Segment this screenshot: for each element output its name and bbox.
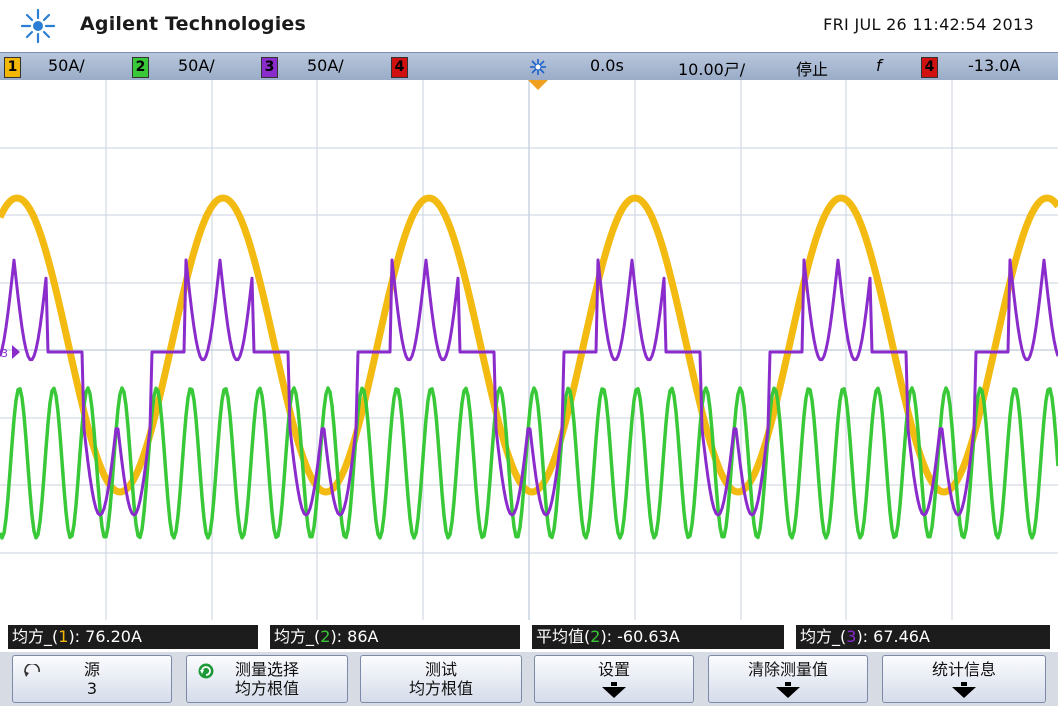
channel-3-trace	[0, 258, 1058, 517]
measurement-channel: 3	[846, 627, 857, 646]
softkey-select-label: 测量选择	[234, 660, 299, 679]
softkey-clear-label: 清除测量值	[747, 660, 828, 679]
softkey-settings-label: 设置	[597, 660, 630, 679]
softkey-settings[interactable]: 设置	[534, 655, 694, 703]
date-time: FRI JUL 26 11:42:54 2013	[823, 15, 1034, 34]
softkey-test-value: 均方根值	[408, 679, 473, 698]
channel-1-trace	[0, 194, 1058, 496]
channel-3-badge[interactable]: 3	[261, 57, 278, 78]
softkey-statistics-label: 统计信息	[931, 660, 996, 679]
channel-4-badge[interactable]: 4	[391, 57, 408, 78]
measurement-label: 平均值(	[536, 627, 591, 646]
channel-2-scale[interactable]: 50A/	[178, 56, 215, 75]
measurement-value: ): 86A	[330, 627, 379, 646]
trigger-source-badge[interactable]: 4	[921, 57, 938, 78]
channel-2-badge[interactable]: 2	[132, 57, 149, 78]
trigger-position-icon	[530, 59, 546, 75]
agilent-spark-logo-icon	[20, 8, 56, 44]
measurement-label: 均方_(	[800, 627, 847, 646]
submenu-arrow-icon	[952, 687, 976, 698]
waveform-display[interactable]: 3	[0, 80, 1058, 620]
softkey-select-measurement[interactable]: 测量选择 均方根值	[186, 655, 348, 703]
submenu-arrow-icon	[961, 682, 967, 686]
measurement-rms-ch1[interactable]: 均方_(1): 76.20A	[8, 625, 258, 649]
run-state[interactable]: 停止	[796, 60, 829, 79]
channel-3-ground-marker: 3	[1, 345, 20, 360]
rotate-knob-icon	[24, 664, 40, 677]
softkey-source-value: 3	[86, 679, 98, 698]
softkey-source[interactable]: 源 3	[12, 655, 172, 703]
submenu-arrow-icon	[785, 682, 791, 686]
measurement-value: ): 76.20A	[68, 627, 142, 646]
channel-1-scale[interactable]: 50A/	[48, 56, 85, 75]
status-bar: 1 50A/ 2 50A/ 3 50A/ 4 0.0s 10.00ㄕ/ 停止 f…	[0, 52, 1058, 81]
trigger-position-marker-icon	[528, 80, 548, 90]
brand-name: Agilent Technologies	[80, 13, 307, 35]
submenu-arrow-icon	[602, 687, 626, 698]
svg-text:3: 3	[1, 347, 8, 360]
channel-2-trace	[0, 386, 1058, 540]
measurement-value: ): -60.63A	[600, 627, 680, 646]
submenu-arrow-icon	[776, 687, 800, 698]
measurement-label: 均方_(	[274, 627, 321, 646]
measurement-channel: 1	[58, 627, 69, 646]
trigger-level[interactable]: -13.0A	[968, 56, 1021, 75]
trigger-slope-icon[interactable]: f	[876, 56, 882, 75]
timebase-value[interactable]: 10.00ㄕ/	[678, 60, 746, 79]
softkey-bar: 源 3 测量选择 均方根值 测试 均方根值 设置 清除测量值 统计信息	[0, 652, 1058, 706]
measurement-label: 均方_(	[12, 627, 59, 646]
measurement-rms-ch2[interactable]: 均方_(2): 86A	[270, 625, 520, 649]
softkey-clear-measurements[interactable]: 清除测量值	[708, 655, 868, 703]
softkey-test-measurement[interactable]: 测试 均方根值	[360, 655, 522, 703]
softkey-source-label: 源	[83, 660, 100, 679]
softkey-select-value: 均方根值	[234, 679, 299, 698]
measurement-channel: 2	[590, 627, 601, 646]
softkey-statistics[interactable]: 统计信息	[882, 655, 1046, 703]
delay-value[interactable]: 0.0s	[590, 56, 624, 75]
select-knob-icon	[198, 663, 214, 679]
channel-3-scale[interactable]: 50A/	[307, 56, 344, 75]
measurement-value: ): 67.46A	[856, 627, 930, 646]
measurement-channel: 2	[320, 627, 331, 646]
softkey-test-label: 测试	[424, 660, 457, 679]
measurement-avg-ch2[interactable]: 平均值(2): -60.63A	[532, 625, 784, 649]
measurement-rms-ch3[interactable]: 均方_(3): 67.46A	[796, 625, 1050, 649]
channel-1-badge[interactable]: 1	[4, 57, 21, 78]
submenu-arrow-icon	[611, 682, 617, 686]
header-bar: Agilent Technologies FRI JUL 26 11:42:54…	[0, 0, 1058, 52]
